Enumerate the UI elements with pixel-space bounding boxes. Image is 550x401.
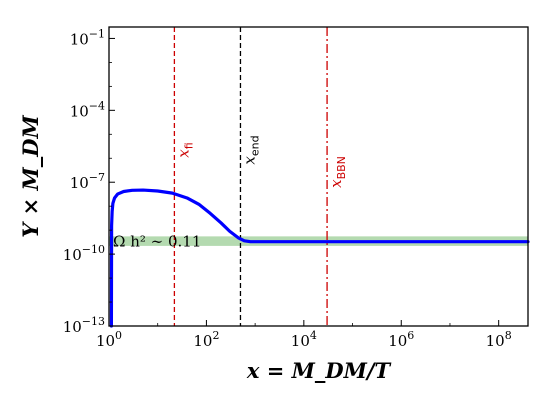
y-axis-label: Y × M_DM	[18, 115, 43, 238]
x-tick-label: 100	[96, 329, 122, 350]
y-tick-label: 10−1	[70, 27, 105, 48]
vline-label-x_end: xend	[240, 135, 261, 164]
vline-label-main: x	[174, 149, 192, 158]
x-axis-label: x = M_DM/T	[246, 358, 392, 383]
plot-frame	[108, 26, 529, 327]
vline-label-sub: BBN	[335, 156, 348, 179]
y-tick-label: 10−13	[63, 315, 105, 336]
vline-label-sub: fi	[182, 142, 195, 149]
x-tick-label: 106	[388, 329, 414, 350]
vertical-lines	[173, 27, 328, 326]
axis-ticks	[108, 37, 500, 327]
x-tick-label: 102	[193, 329, 219, 350]
vline-label-x_fi: xfi	[174, 142, 195, 157]
series-layer	[109, 188, 530, 328]
vline-label-main: x	[240, 156, 258, 165]
vline-label-x_BBN: xBBN	[327, 156, 348, 188]
series-line-0	[109, 188, 530, 328]
vline-label-main: x	[327, 179, 345, 188]
x-tick-label: 108	[486, 329, 512, 350]
y-tick-label: 10−10	[63, 243, 105, 264]
x-tick-label: 104	[291, 329, 317, 350]
vline-label-sub: end	[248, 135, 261, 156]
band-label: Ω h² ∼ 0.11	[113, 232, 201, 250]
y-tick-label: 10−7	[70, 171, 105, 192]
y-tick-label: 10−4	[70, 99, 105, 120]
